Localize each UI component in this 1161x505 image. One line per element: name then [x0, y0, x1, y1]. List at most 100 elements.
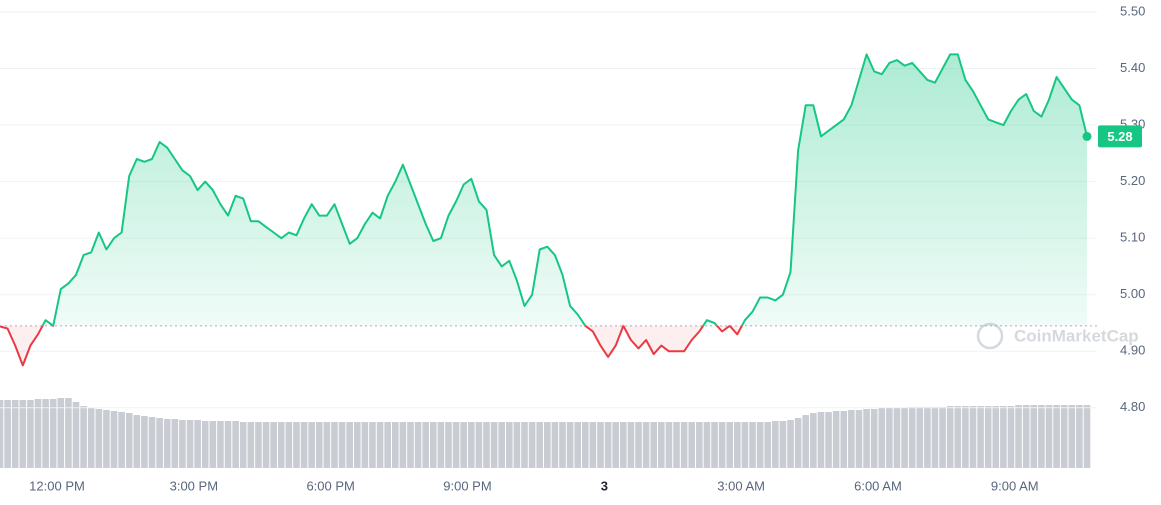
volume-bar — [680, 422, 688, 468]
volume-bar — [840, 411, 848, 468]
volume-bar — [756, 422, 764, 468]
watermark-group: CoinMarketCap — [976, 322, 1139, 350]
volume-bar — [80, 406, 87, 468]
volume-bar — [361, 422, 369, 468]
volume-bar — [521, 422, 528, 468]
x-tick-label: 3:00 AM — [717, 478, 765, 493]
volume-bar — [886, 408, 893, 468]
volume-bar — [57, 398, 65, 468]
volume-bar — [293, 422, 300, 468]
volume-bar — [277, 422, 285, 468]
volume-bar — [141, 416, 148, 468]
volume-bar — [749, 422, 756, 468]
volume-bar — [133, 415, 141, 468]
last-price-label: 5.28 — [1107, 129, 1132, 144]
volume-bar — [977, 406, 984, 468]
volume-bar — [118, 412, 125, 468]
volume-bar — [825, 412, 832, 468]
volume-bar — [969, 406, 977, 468]
volume-bar — [1030, 405, 1038, 468]
volume-bar — [658, 422, 665, 468]
volume-bar — [1015, 405, 1022, 468]
volume-bar — [224, 421, 232, 468]
volume-bar — [855, 410, 863, 468]
volume-bar — [513, 422, 521, 468]
volume-bar — [870, 409, 878, 468]
volume-bar — [627, 422, 635, 468]
x-tick-label: 3:00 PM — [170, 478, 218, 493]
volume-bar — [673, 422, 680, 468]
volume-bar — [369, 422, 376, 468]
volume-bar — [620, 422, 627, 468]
y-tick-label: 4.90 — [1120, 343, 1145, 358]
volume-bar — [65, 398, 72, 468]
volume-bar — [422, 422, 429, 468]
volume-bar — [612, 422, 620, 468]
volume-bar — [19, 400, 27, 468]
y-tick-label: 5.00 — [1120, 286, 1145, 301]
volume-bar — [300, 422, 308, 468]
volume-bar — [604, 422, 612, 468]
volume-bar — [384, 422, 391, 468]
volume-bar — [445, 422, 452, 468]
area-up — [42, 54, 1087, 326]
volume-bar — [741, 422, 749, 468]
volume-bar — [353, 422, 361, 468]
volume-bar — [1083, 405, 1091, 468]
watermark: CoinMarketCap — [1014, 326, 1139, 345]
volume-bar — [467, 422, 475, 468]
volume-bar — [734, 422, 741, 468]
x-tick-label: 6:00 PM — [306, 478, 354, 493]
volume-bar — [483, 422, 490, 468]
volume-bar — [642, 422, 650, 468]
volume-bar — [4, 400, 11, 468]
volume-bar — [962, 406, 969, 468]
volume-bar — [171, 419, 179, 468]
volume-bar — [323, 422, 331, 468]
volume-bar — [1022, 405, 1030, 468]
volume-layer — [0, 398, 1091, 468]
last-price-dot — [1082, 131, 1092, 141]
volume-bar — [232, 421, 239, 468]
volume-bar — [217, 421, 224, 468]
volume-bar — [1060, 405, 1068, 468]
volume-bar — [794, 418, 802, 468]
volume-bar — [863, 409, 870, 468]
volume-bar — [817, 412, 825, 468]
volume-bar — [787, 420, 794, 468]
volume-bar — [95, 409, 103, 468]
volume-bar — [848, 410, 855, 468]
volume-bar — [582, 422, 589, 468]
volume-bar — [452, 422, 460, 468]
volume-bar — [11, 400, 19, 468]
volume-bar — [1076, 405, 1083, 468]
volume-bar — [832, 411, 840, 468]
volume-bar — [711, 422, 718, 468]
volume-bar — [802, 415, 810, 468]
volume-bar — [498, 422, 505, 468]
volume-bar — [650, 422, 658, 468]
volume-bar — [566, 422, 574, 468]
volume-bar — [536, 422, 543, 468]
volume-bar — [247, 422, 255, 468]
volume-bar — [156, 418, 163, 468]
volume-bar — [696, 422, 703, 468]
volume-bar — [878, 408, 886, 468]
y-tick-label: 5.50 — [1120, 3, 1145, 18]
y-tick-label: 5.20 — [1120, 173, 1145, 188]
volume-bar — [201, 421, 209, 468]
volume-bar — [810, 413, 817, 468]
volume-bar — [954, 406, 962, 468]
volume-bar — [239, 422, 247, 468]
volume-bar — [194, 420, 201, 468]
x-tick-label: 3 — [601, 478, 608, 493]
volume-bar — [285, 422, 293, 468]
volume-bar — [908, 407, 916, 468]
volume-bar — [635, 422, 642, 468]
volume-bar — [42, 399, 49, 468]
volume-bar — [1045, 405, 1053, 468]
volume-bar — [772, 421, 779, 468]
volume-bar — [528, 422, 536, 468]
volume-bar — [0, 400, 4, 468]
